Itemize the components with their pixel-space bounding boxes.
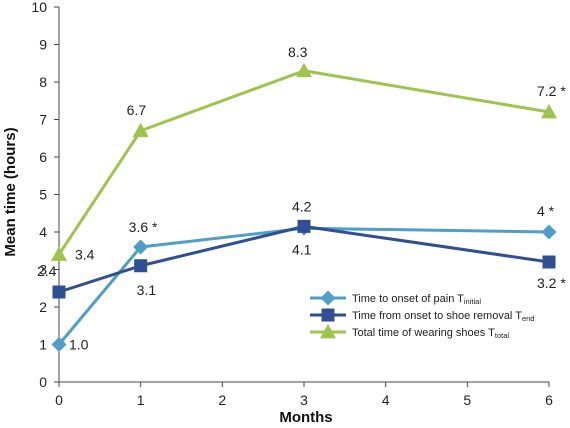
legend-label: Time from onset to shoe removal Tend (352, 310, 534, 323)
data-label: 4 * (537, 203, 555, 219)
y-tick-label: 7 (39, 112, 47, 128)
legend-label-subscript: end (522, 314, 535, 323)
data-point-triangle (296, 62, 312, 78)
y-tick-label: 9 (39, 37, 47, 53)
data-point-square (297, 219, 311, 233)
y-tick-label: 3 (39, 262, 47, 278)
legend-label-main: Time to onset of pain T (352, 293, 464, 305)
data-label: 2.4 (37, 263, 57, 279)
data-point-triangle (51, 246, 67, 261)
data-label: 6.7 (127, 102, 147, 118)
x-tick-label: 2 (218, 392, 226, 408)
y-tick-label: 10 (31, 0, 47, 15)
data-label: 7.2 * (537, 83, 566, 99)
data-point-diamond (133, 239, 149, 255)
axes: 0 1 2 3 4 5 6 7 8 9 10 0 1 2 3 4 5 6 (31, 0, 553, 408)
data-label: 4.1 (292, 241, 312, 257)
series-line (57, 226, 550, 346)
legend-label-subscript: total (495, 331, 510, 340)
x-tick-label: 1 (137, 392, 145, 408)
data-label: 3.2 * (537, 275, 566, 291)
x-tick-label: 0 (55, 392, 63, 408)
data-point-diamond (51, 337, 67, 352)
data-point-diamond (541, 224, 557, 240)
series-square (52, 219, 556, 299)
series-line (57, 69, 550, 256)
data-label: 4.2 (292, 198, 312, 214)
x-tick-label: 4 (382, 392, 390, 408)
data-point-square (134, 259, 148, 273)
y-axis-title: Mean time (hours) (2, 127, 19, 256)
y-tick-label: 0 (39, 374, 47, 390)
series-line (58, 224, 550, 294)
legend-label-main: Total time of wearing shoes T (352, 327, 495, 339)
legend-label: Time to onset of pain Tinitial (352, 293, 481, 306)
data-label: 1.0 (69, 337, 89, 353)
x-tick-label: 6 (545, 392, 553, 408)
legend-label-subscript: initial (464, 297, 481, 306)
data-point-square (542, 255, 556, 269)
y-tick-label: 2 (39, 299, 47, 315)
series-layer (51, 62, 557, 352)
y-tick-label: 8 (39, 74, 47, 90)
data-point-square (52, 285, 66, 299)
data-point-triangle (132, 122, 149, 138)
data-labels-layer: 1.0 3.6 * 4.1 4 * 2.4 3.1 4.2 3.2 * 3.4 6.7 8.3 7.2… (37, 44, 566, 353)
y-tick-label: 4 (39, 224, 47, 240)
legend-label-main: Time from onset to shoe removal T (352, 310, 522, 322)
data-point-triangle (541, 104, 557, 119)
data-label: 3.1 (137, 282, 157, 298)
legend-marker (320, 290, 336, 306)
y-tick-label: 1 (39, 337, 47, 353)
y-tick-label: 5 (39, 187, 47, 203)
x-axis-title: Months (279, 409, 332, 426)
data-label: 3.6 * (129, 219, 158, 235)
data-label: 8.3 (288, 44, 308, 60)
x-tick-label: 3 (300, 392, 308, 408)
legend: Time to onset of pain Tinitial Time from … (310, 290, 534, 340)
legend-marker (321, 308, 335, 322)
legend-marker (320, 324, 336, 339)
series-triangle (51, 62, 557, 261)
legend-label: Total time of wearing shoes Ttotal (352, 327, 509, 340)
x-tick-label: 5 (463, 392, 471, 408)
y-tick-label: 6 (39, 149, 47, 165)
data-label: 3.4 (75, 247, 95, 263)
